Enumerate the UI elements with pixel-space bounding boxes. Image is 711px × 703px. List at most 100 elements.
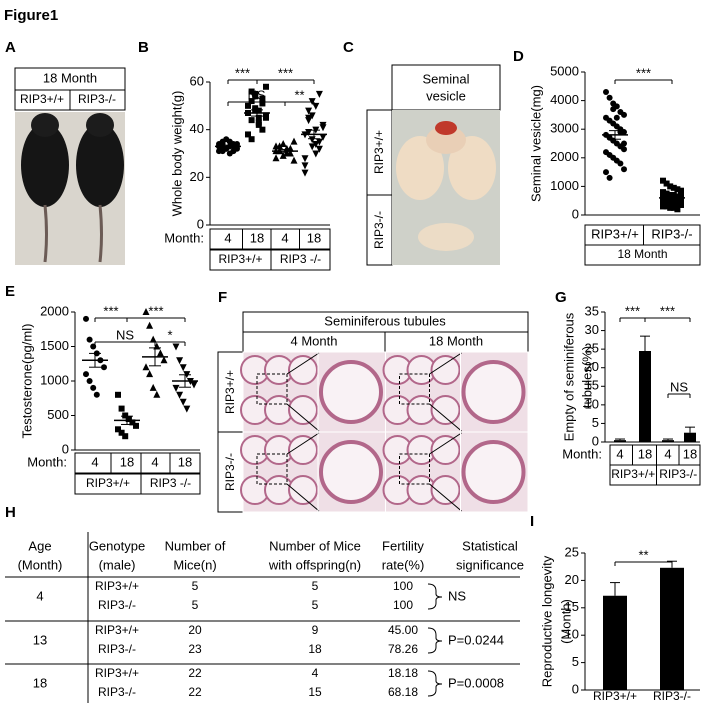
row-label: RIP3+/+ <box>223 370 237 414</box>
dot <box>149 335 157 343</box>
column-label: 4 Month <box>291 333 338 348</box>
table-cell: 5 <box>192 598 199 612</box>
dot <box>234 145 240 152</box>
dot <box>115 426 121 433</box>
brace <box>427 670 443 697</box>
table-cell: 68.18 <box>388 685 418 699</box>
zoom-box <box>256 453 288 485</box>
dot <box>621 166 627 173</box>
dot <box>118 429 125 436</box>
table-cell: 15 <box>308 685 322 699</box>
dot <box>667 204 674 211</box>
y-tick-label: 5 <box>592 415 599 430</box>
table-cell: 5 <box>312 579 319 593</box>
y-tick-label: 5000 <box>550 63 579 78</box>
table-header: rate(%) <box>382 557 425 572</box>
table-cell: 100 <box>393 598 413 612</box>
table-cell: 5 <box>192 579 199 593</box>
table-header: Number of <box>165 538 226 553</box>
significance-label: *** <box>103 303 118 318</box>
x-tick-label: 4 <box>224 230 231 245</box>
dot <box>678 201 684 208</box>
x-tick-label: 18 <box>638 446 652 461</box>
x-tick-label: RIP3+/+ <box>591 226 639 241</box>
cell-border <box>140 473 201 495</box>
table-header: Statistical <box>462 538 518 553</box>
table-header: Mice(n) <box>173 557 216 572</box>
table-header: (Month) <box>18 557 63 572</box>
dot <box>315 138 323 146</box>
dot <box>142 308 150 315</box>
y-axis-label: Testosterone(pg/ml) <box>19 324 34 439</box>
x-tick-label: 4 <box>281 230 288 245</box>
dot <box>301 155 309 163</box>
table-cell: 5 <box>312 598 319 612</box>
dot <box>315 145 323 153</box>
mouse-tail <box>43 204 48 263</box>
table-cell: RIP3+/+ <box>95 579 139 593</box>
zoom-line <box>429 483 462 512</box>
y-tick-label: 15 <box>565 599 579 614</box>
bar <box>614 440 626 442</box>
zoom-line <box>429 403 462 432</box>
y-tick-label: 35 <box>585 303 599 318</box>
dot <box>146 321 154 329</box>
table-header: with offspring(n) <box>268 557 361 572</box>
significance-label: *** <box>636 65 651 80</box>
tubule <box>430 355 461 385</box>
significance-label: ** <box>294 87 304 102</box>
dot <box>678 187 684 194</box>
dot <box>122 433 129 440</box>
mouse-head <box>86 113 114 137</box>
zoom-box <box>399 373 430 405</box>
dot <box>290 137 298 145</box>
dot <box>149 383 157 391</box>
y-axis-label: Seminal vesicle(mg) <box>528 85 543 202</box>
tubule <box>430 435 461 465</box>
group-label: RIP3+/+ <box>611 467 655 481</box>
table-cell: RIP3+/+ <box>95 623 139 637</box>
dot <box>674 197 681 204</box>
dot <box>125 415 132 422</box>
y-tick-label: 10 <box>585 396 599 411</box>
zoom-line <box>286 483 320 512</box>
table-cell: 18.18 <box>388 666 418 680</box>
table-header: 18 Month <box>43 70 97 85</box>
dot <box>83 315 89 322</box>
table-cell: RIP3-/- <box>98 598 136 612</box>
dot <box>663 199 670 206</box>
y-tick-label: 3000 <box>550 121 579 136</box>
dot <box>86 336 93 343</box>
x-tick-label: 4 <box>664 446 671 461</box>
table-cell: 23 <box>188 642 202 656</box>
group-label: RIP3 -/- <box>150 476 191 490</box>
tubule-zoom <box>461 440 526 504</box>
zoom-line <box>286 432 320 455</box>
x-tick-label: RIP3-/- <box>651 226 692 241</box>
dot <box>617 129 624 136</box>
dot <box>617 160 624 167</box>
mouse-head <box>31 113 59 137</box>
x-tick-label: 4 <box>91 454 98 469</box>
cell-border <box>656 464 701 486</box>
dot <box>670 191 677 198</box>
dot <box>621 140 627 147</box>
significance-label: *** <box>148 303 163 318</box>
dot <box>670 184 677 191</box>
tubule <box>288 435 318 465</box>
dot <box>142 363 150 371</box>
dot <box>319 133 327 141</box>
table-cell: 20 <box>188 623 202 637</box>
dot <box>172 384 180 392</box>
table-cell: 22 <box>188 685 202 699</box>
x-tick-label: 18 <box>307 230 321 245</box>
column-label: 18 Month <box>429 333 483 348</box>
dot <box>290 156 298 164</box>
table-cell: 18 <box>308 642 322 656</box>
dot <box>603 169 609 176</box>
significance-label: *** <box>278 65 293 80</box>
vesicle <box>448 136 496 200</box>
brace <box>427 627 443 654</box>
significance-label: *** <box>625 303 640 318</box>
x-tick-label: 18 <box>120 454 134 469</box>
